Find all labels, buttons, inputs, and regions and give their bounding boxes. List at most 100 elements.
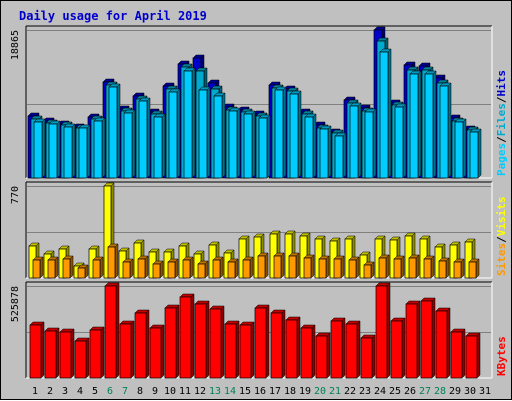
bar xyxy=(104,282,120,379)
bar xyxy=(450,328,466,379)
bar-side xyxy=(145,309,150,379)
bar xyxy=(424,70,437,179)
bar xyxy=(469,128,482,179)
bar-side xyxy=(266,114,271,179)
bar-face xyxy=(59,331,72,379)
bar-side xyxy=(100,326,105,379)
series-pages xyxy=(33,48,482,179)
bar-face xyxy=(274,89,284,179)
bar xyxy=(179,293,195,379)
bar-side xyxy=(86,124,91,179)
bar xyxy=(378,254,390,279)
legend-files: Files xyxy=(495,103,508,136)
bar xyxy=(183,67,196,179)
bar-side xyxy=(356,320,361,379)
bar-side xyxy=(161,113,166,179)
bar-face xyxy=(435,310,448,379)
bar-side xyxy=(116,83,121,179)
bar-side xyxy=(476,332,481,379)
y-max-label: 525878 xyxy=(10,286,21,322)
bar-face xyxy=(330,320,343,379)
bar-side xyxy=(160,324,165,379)
bar-face xyxy=(273,255,282,279)
bar-side xyxy=(265,304,270,379)
bar-side xyxy=(281,309,286,379)
x-tick-label: 8 xyxy=(137,386,143,397)
bar xyxy=(408,254,420,279)
bar-face xyxy=(349,105,359,179)
x-tick-label: 14 xyxy=(224,386,236,397)
bar-face xyxy=(209,308,222,379)
bar-face xyxy=(74,340,87,379)
bar xyxy=(375,282,391,379)
bar-side xyxy=(189,256,194,279)
x-tick-label: 29 xyxy=(449,386,461,397)
bar-face xyxy=(122,261,131,279)
legend-sites: Sites xyxy=(495,243,508,276)
bar-face xyxy=(119,323,132,379)
bar-face xyxy=(213,95,223,179)
bar-side xyxy=(85,337,90,379)
bar xyxy=(29,321,45,379)
panel-visits-sites: 770 Sites/Visits xyxy=(10,181,508,279)
bar-face xyxy=(258,117,268,179)
bar xyxy=(364,108,377,179)
bar xyxy=(243,110,256,179)
bar-side xyxy=(295,252,300,279)
bar xyxy=(164,304,180,379)
bar xyxy=(439,82,452,179)
bar xyxy=(288,252,300,279)
bar-side xyxy=(461,328,466,379)
bar-face xyxy=(93,120,103,179)
bar-side xyxy=(71,123,76,179)
bar-face xyxy=(48,123,58,179)
x-tick-label: 4 xyxy=(77,386,83,397)
bar-side xyxy=(250,321,255,379)
x-tick-label: 6 xyxy=(107,386,113,397)
bar-face xyxy=(285,319,298,379)
bar-side xyxy=(327,125,332,179)
bar-side xyxy=(99,256,104,279)
bar-side xyxy=(401,317,406,379)
bar xyxy=(409,70,422,179)
bar-face xyxy=(138,100,148,179)
bar xyxy=(33,118,46,179)
bar xyxy=(349,102,362,179)
bar xyxy=(59,328,75,379)
bar-face xyxy=(77,267,86,279)
bar xyxy=(390,317,406,379)
bar xyxy=(32,256,44,279)
bar-face xyxy=(450,331,463,379)
bar xyxy=(197,260,209,279)
x-tick-label: 2 xyxy=(47,386,53,397)
bar-face xyxy=(378,257,387,279)
bar-side xyxy=(372,108,377,179)
bar xyxy=(212,256,224,279)
bar-side xyxy=(236,107,241,179)
bar-face xyxy=(227,261,236,279)
bar-side xyxy=(41,118,46,179)
bar xyxy=(345,320,361,379)
bar xyxy=(134,309,150,379)
bar-face xyxy=(360,337,373,379)
bar-side xyxy=(386,282,391,379)
bar-side xyxy=(146,97,151,179)
bar-face xyxy=(179,296,192,379)
bar-face xyxy=(194,303,207,379)
bar xyxy=(438,257,450,279)
bar-side xyxy=(477,128,482,179)
bar-side xyxy=(387,48,392,179)
bar xyxy=(454,118,467,179)
bar xyxy=(89,326,105,379)
bar-face xyxy=(409,73,419,179)
bar-face xyxy=(224,323,237,379)
bar xyxy=(360,334,376,379)
bar-face xyxy=(103,185,112,279)
bar xyxy=(108,83,121,179)
bar-side xyxy=(190,293,195,379)
bar-side xyxy=(341,317,346,379)
x-tick-label: 15 xyxy=(239,386,251,397)
bar xyxy=(194,300,210,379)
bar xyxy=(254,304,270,379)
